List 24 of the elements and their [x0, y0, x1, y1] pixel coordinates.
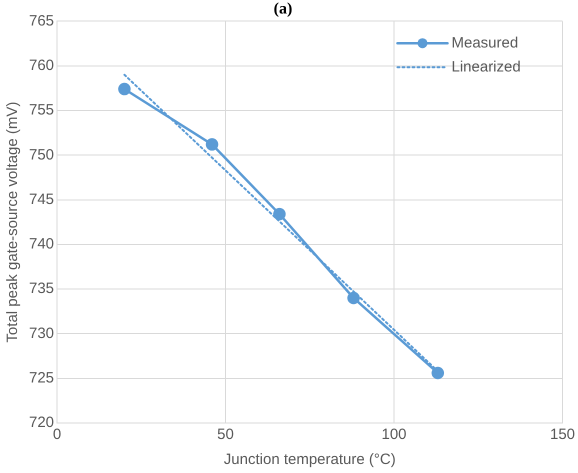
- x-tick-label: 150: [550, 426, 575, 444]
- y-tick-label: 725: [28, 369, 54, 386]
- point: [273, 208, 286, 220]
- y-tick-label: 735: [28, 280, 54, 298]
- legend-label: Linearized: [451, 58, 521, 76]
- x-tick-label: 100: [381, 426, 407, 444]
- y-tick-label: 720: [28, 414, 54, 432]
- y-tick-label: 760: [28, 56, 54, 74]
- x-tick-label: 0: [52, 426, 62, 444]
- y-tick-label: 755: [28, 102, 54, 119]
- legend-label: Measured: [451, 34, 518, 52]
- point: [206, 138, 218, 151]
- point: [347, 292, 360, 304]
- y-tick-label: 765: [28, 12, 54, 30]
- x-axis-title: Junction temperature (°C): [224, 451, 396, 468]
- chart-title: (a): [274, 0, 292, 18]
- y-tick-label: 745: [28, 190, 54, 208]
- x-tick-label: 50: [217, 426, 234, 444]
- y-tick-label: 750: [28, 146, 54, 164]
- y-tick-label: 740: [28, 236, 54, 253]
- point: [432, 366, 444, 380]
- y-tick-label: 730: [28, 324, 54, 342]
- y-axis-title: Total peak gate-source voltage (mV): [4, 102, 22, 343]
- point: [118, 82, 131, 96]
